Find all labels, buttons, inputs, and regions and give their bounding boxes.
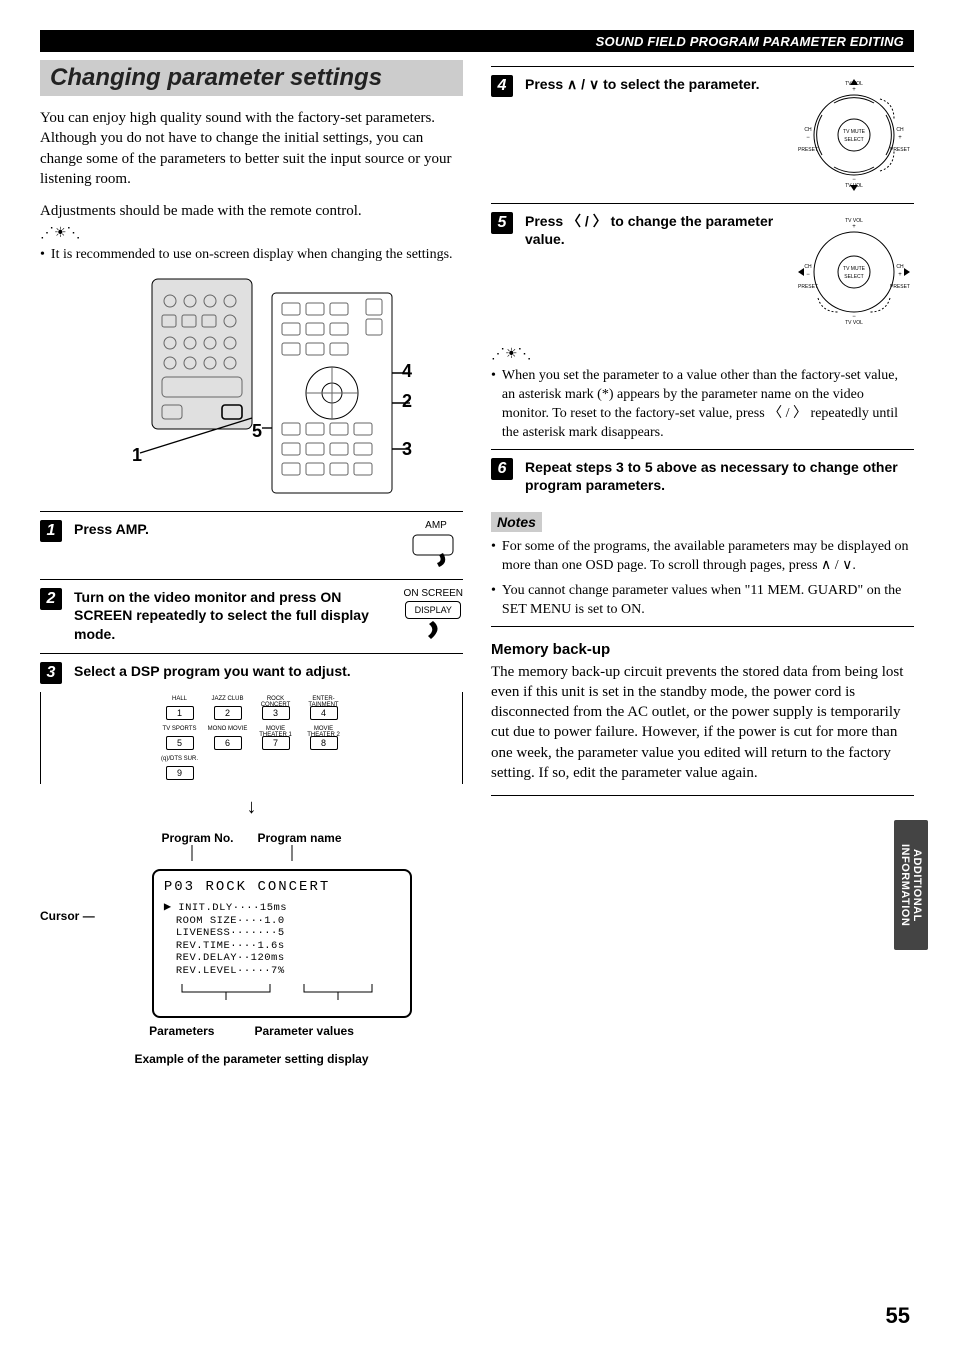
step-1-text-a: Press <box>74 521 112 537</box>
dsp-grid: HALL1 JAZZ CLUB2 ROCK CONCERT3 ENTER-TAI… <box>40 692 463 784</box>
svg-text:+: + <box>898 135 902 141</box>
right-hint-text: When you set the parameter to a value ot… <box>502 367 914 443</box>
step-num-1: 1 <box>40 520 62 542</box>
step-6-text: Repeat steps 3 to 5 above as necessary t… <box>525 458 914 494</box>
intro-bullet: It is recommended to use on-screen displ… <box>51 246 453 265</box>
lbl-progname: Program name <box>257 831 341 845</box>
dpad-icon: TV MUTE SELECT + TV VOL TV VOL − CH − PR… <box>794 75 914 195</box>
divider <box>491 66 914 67</box>
callout-2: 2 <box>401 391 411 411</box>
note-1: • For some of the programs, the availabl… <box>491 538 914 576</box>
step-1-aux: AMP <box>409 520 463 571</box>
step-2-text: Turn on the video monitor and press ON S… <box>74 588 398 643</box>
right-column: 4 Press ∧ / ∨ to select the parameter. T… <box>491 60 914 1066</box>
header-bar: SOUND FIELD PROGRAM PARAMETER EDITING <box>40 30 914 52</box>
left-column: Changing parameter settings You can enjo… <box>40 60 463 1066</box>
press-finger-icon <box>413 617 453 645</box>
step-1-text-b: AMP. <box>116 521 149 537</box>
memory-backup-body: The memory back-up circuit prevents the … <box>491 662 914 784</box>
callout-1: 1 <box>132 445 142 465</box>
svg-text:−: − <box>852 314 856 320</box>
lbl-params: Parameters <box>149 1024 214 1038</box>
osd-top-pointers <box>122 845 382 865</box>
lbl-cursor: Cursor — <box>40 865 95 923</box>
svg-text:PRESET: PRESET <box>890 284 910 290</box>
divider <box>491 795 914 796</box>
section-title: Changing parameter settings <box>50 64 453 92</box>
svg-text:TV MUTE: TV MUTE <box>843 129 866 135</box>
svg-text:−: − <box>852 177 856 183</box>
remote-diagram: 1 5 4 2 3 <box>92 273 412 503</box>
svg-text:CH: CH <box>896 264 904 270</box>
step-2-aux: ON SCREEN DISPLAY <box>404 588 463 645</box>
arrow-down-icon: ↓ <box>40 796 463 819</box>
osd-title: P03 ROCK CONCERT <box>164 879 400 896</box>
step-4: 4 Press ∧ / ∨ to select the parameter. T… <box>491 75 914 195</box>
svg-text:SELECT: SELECT <box>844 274 863 280</box>
lbl-progno: Program No. <box>161 831 233 845</box>
svg-text:PRESET: PRESET <box>890 147 910 153</box>
step-num-4: 4 <box>491 75 513 97</box>
svg-text:PRESET: PRESET <box>798 284 818 290</box>
svg-text:CH: CH <box>804 127 812 133</box>
step-num-5: 5 <box>491 212 513 234</box>
osd-top-labels: Program No. Program name <box>40 831 463 845</box>
step-4-text: Press ∧ / ∨ to select the parameter. <box>525 75 788 93</box>
divider <box>40 511 463 512</box>
page-number: 55 <box>886 1303 910 1329</box>
intro-bullet-row: • It is recommended to use on-screen dis… <box>40 246 463 265</box>
callout-5: 5 <box>252 421 262 441</box>
bullet-dot: • <box>40 246 45 265</box>
svg-text:SELECT: SELECT <box>844 137 863 143</box>
step-1: 1 Press AMP. AMP <box>40 520 463 571</box>
osd-bracket <box>164 982 404 1000</box>
step-3: 3 Select a DSP program you want to adjus… <box>40 662 463 684</box>
svg-text:+: + <box>852 87 856 93</box>
svg-text:CH: CH <box>804 264 812 270</box>
side-tab: ADDITIONAL INFORMATION <box>894 820 928 950</box>
header-title: SOUND FIELD PROGRAM PARAMETER EDITING <box>596 34 904 49</box>
step-num-3: 3 <box>40 662 62 684</box>
divider <box>40 653 463 654</box>
svg-text:+: + <box>898 272 902 278</box>
step-5: 5 Press 〈 / 〉 to change the parameter va… <box>491 212 914 332</box>
svg-text:+: + <box>852 224 856 230</box>
svg-text:PRESET: PRESET <box>798 147 818 153</box>
amp-label: AMP <box>425 520 447 531</box>
osd-display: P03 ROCK CONCERT ▶ INIT.DLY····15ms ROOM… <box>152 869 412 1018</box>
osd-caption: Example of the parameter setting display <box>40 1052 463 1066</box>
step-6: 6 Repeat steps 3 to 5 above as necessary… <box>491 458 914 494</box>
divider <box>40 579 463 580</box>
notes-heading: Notes <box>491 512 542 532</box>
step-num-2: 2 <box>40 588 62 610</box>
lbl-values: Parameter values <box>254 1024 353 1038</box>
svg-text:−: − <box>806 272 810 278</box>
step-5-text: Press 〈 / 〉 to change the parameter valu… <box>525 212 788 248</box>
hint-icon: ⋰☀⋱ <box>40 225 463 242</box>
divider <box>491 449 914 450</box>
right-bullet-1: • When you set the parameter to a value … <box>491 367 914 443</box>
dpad-icon: TV MUTE SELECT TV VOL + TV VOL − CH − PR… <box>794 212 914 332</box>
hint-icon: ⋰☀⋱ <box>491 346 914 363</box>
callout-4: 4 <box>401 361 411 381</box>
memory-backup-heading: Memory back-up <box>491 641 914 658</box>
note-2: • You cannot change parameter values whe… <box>491 582 914 620</box>
step-2: 2 Turn on the video monitor and press ON… <box>40 588 463 645</box>
svg-text:CH: CH <box>896 127 904 133</box>
svg-text:TV VOL: TV VOL <box>845 320 863 326</box>
step-num-6: 6 <box>491 458 513 480</box>
callout-3: 3 <box>401 439 411 459</box>
intro-text: You can enjoy high quality sound with th… <box>40 108 463 189</box>
section-title-container: Changing parameter settings <box>40 60 463 96</box>
osd-bottom-labels: Parameters Parameter values <box>40 1024 463 1038</box>
divider <box>491 626 914 627</box>
svg-text:TV MUTE: TV MUTE <box>843 266 866 272</box>
adjust-line: Adjustments should be made with the remo… <box>40 201 463 221</box>
step-3-text: Select a DSP program you want to adjust. <box>74 662 463 680</box>
svg-text:−: − <box>806 135 810 141</box>
divider <box>491 203 914 204</box>
onscreen-top: ON SCREEN <box>404 588 463 599</box>
amp-button-icon <box>409 531 463 571</box>
